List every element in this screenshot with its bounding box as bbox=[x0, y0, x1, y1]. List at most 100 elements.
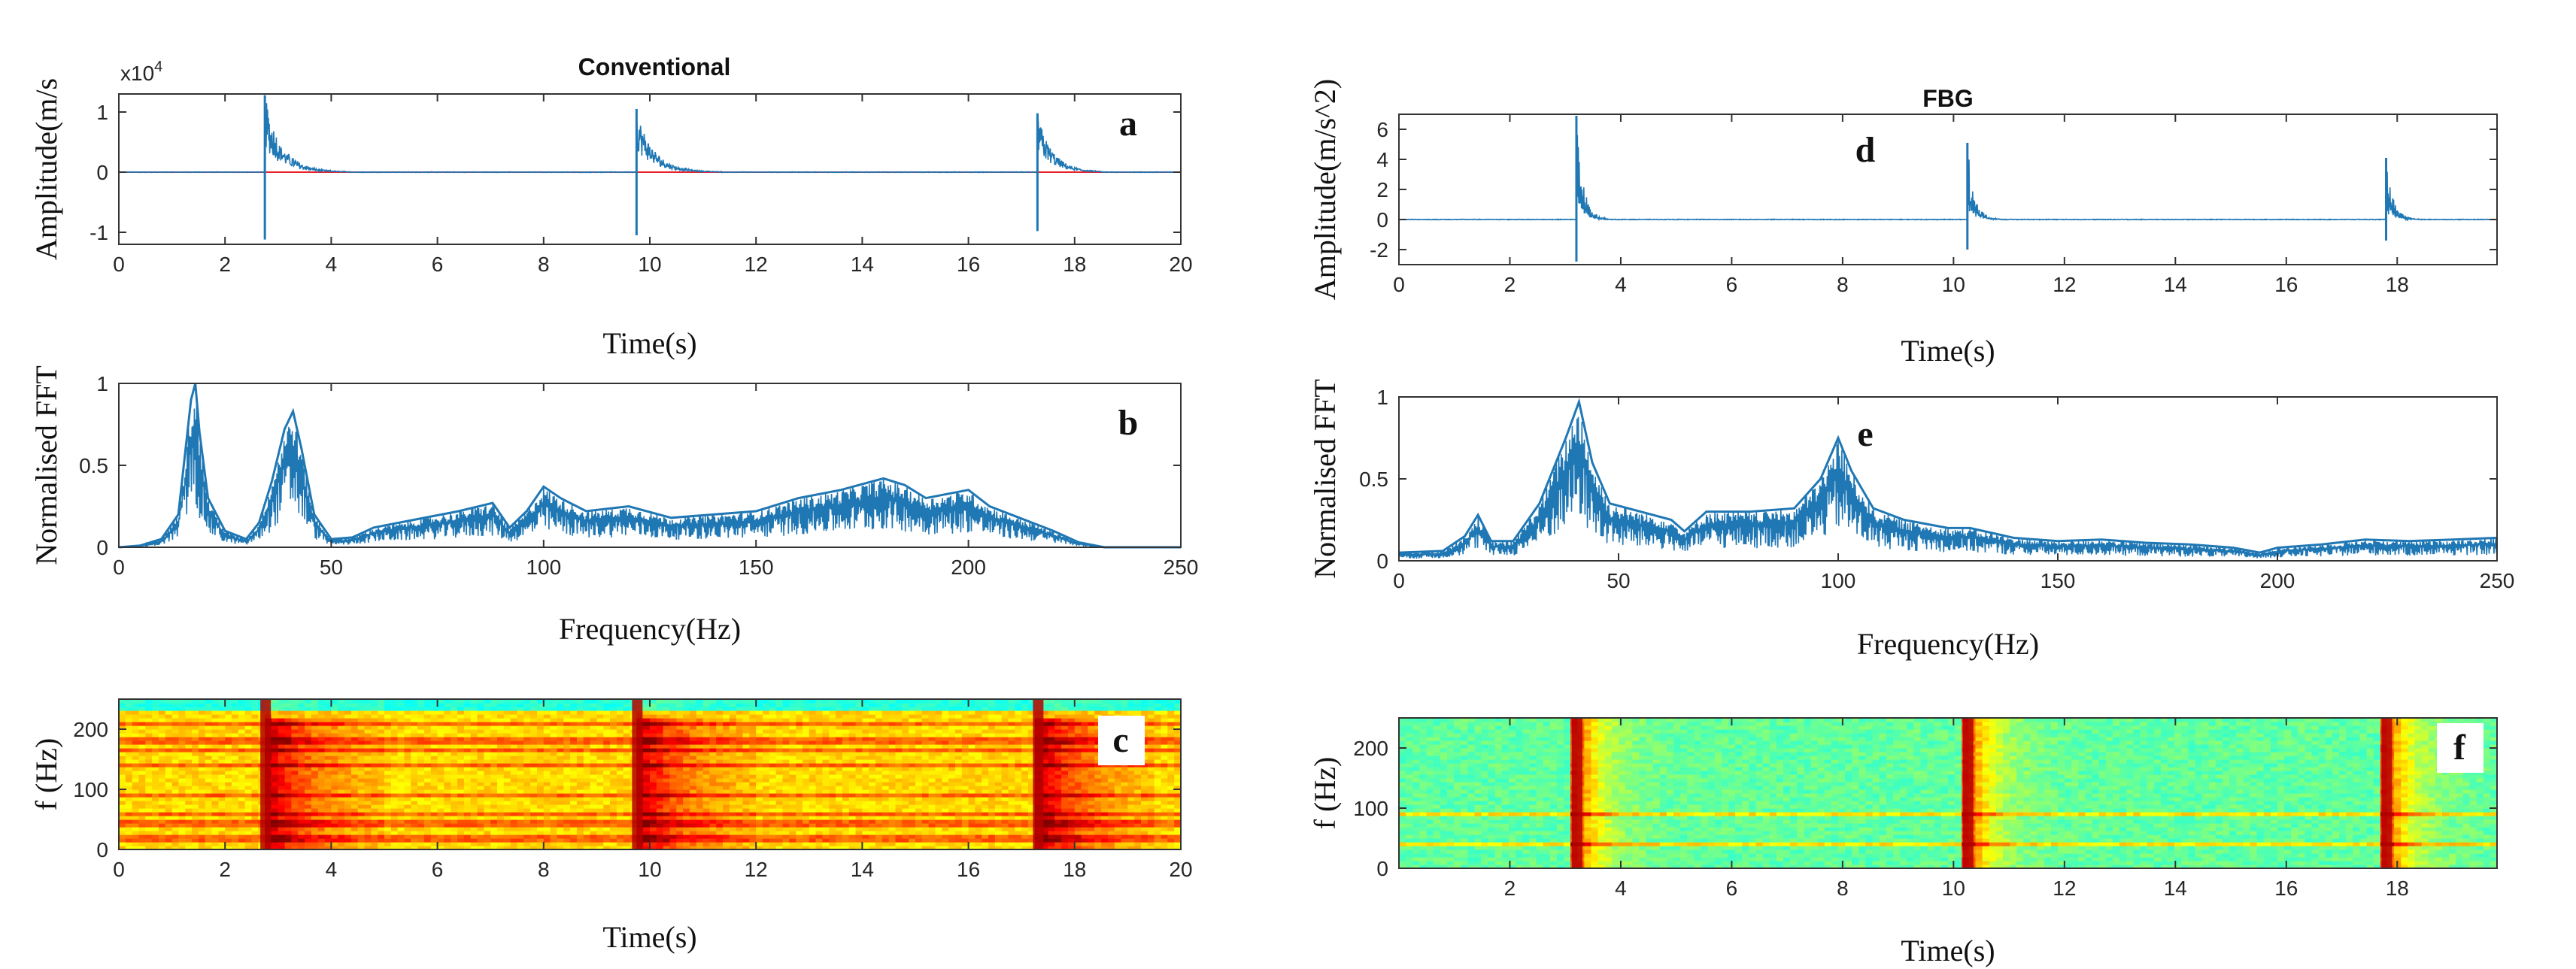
spectrogram-cell bbox=[696, 737, 704, 741]
spectrogram-cell bbox=[284, 725, 292, 730]
spectrogram-cell bbox=[796, 842, 803, 846]
spectrogram-cell bbox=[503, 740, 511, 745]
spectrogram-cell bbox=[616, 827, 624, 831]
spectrogram-cell bbox=[338, 778, 345, 783]
spectrogram-cell bbox=[451, 842, 458, 846]
spectrogram-cell bbox=[284, 737, 292, 741]
spectrogram-cell bbox=[378, 748, 385, 752]
spectrogram-cell bbox=[623, 774, 631, 779]
spectrogram-cell bbox=[417, 823, 425, 828]
spectrogram-cell bbox=[663, 831, 670, 835]
spectrogram-cell bbox=[244, 748, 253, 752]
spectrogram-cell bbox=[769, 782, 777, 786]
spectrogram-cell bbox=[749, 842, 757, 846]
spectrogram-cell bbox=[272, 774, 279, 779]
spectrogram-cell bbox=[570, 793, 578, 798]
spectrogram-cell bbox=[371, 838, 378, 843]
spectrogram-cell bbox=[218, 831, 226, 835]
spectrogram-cell bbox=[696, 789, 704, 794]
spectrogram-cell bbox=[875, 699, 883, 704]
spectrogram-cell bbox=[411, 774, 418, 779]
spectrogram-cell bbox=[378, 756, 385, 760]
spectrogram-cell bbox=[284, 733, 292, 737]
spectrogram-cell bbox=[152, 710, 159, 715]
spectrogram-cell bbox=[350, 827, 359, 831]
spectrogram-cell bbox=[643, 831, 651, 835]
spectrogram-cell bbox=[862, 752, 869, 756]
spectrogram-cell bbox=[749, 729, 757, 734]
spectrogram-cell bbox=[789, 748, 796, 752]
spectrogram-cell bbox=[829, 846, 836, 850]
spectrogram-cell bbox=[417, 722, 425, 726]
spectrogram-cell bbox=[165, 767, 173, 771]
spectrogram-cell bbox=[848, 771, 857, 775]
spectrogram-cell bbox=[650, 733, 657, 737]
spectrogram-cell bbox=[272, 725, 279, 730]
spectrogram-cell bbox=[451, 718, 458, 722]
spectrogram-cell bbox=[543, 838, 551, 843]
spectrogram-cell bbox=[284, 846, 292, 850]
spectrogram-cell bbox=[338, 740, 345, 745]
spectrogram-cell bbox=[165, 699, 173, 704]
spectrogram-cell bbox=[663, 812, 670, 816]
spectrogram-cell bbox=[689, 707, 697, 711]
spectrogram-cell bbox=[397, 778, 405, 783]
spectrogram-cell bbox=[417, 710, 425, 715]
spectrogram-cell bbox=[610, 804, 617, 809]
spectrogram-cell bbox=[278, 774, 286, 779]
spectrogram-cell bbox=[437, 774, 445, 779]
spectrogram-cell bbox=[298, 786, 305, 790]
spectrogram-cell bbox=[192, 786, 199, 790]
spectrogram-cell bbox=[742, 718, 750, 722]
spectrogram-cell bbox=[676, 812, 684, 816]
spectrogram-cell bbox=[484, 752, 491, 756]
spectrogram-cell bbox=[623, 808, 631, 813]
spectrogram-cell bbox=[909, 846, 916, 850]
spectrogram-cell bbox=[736, 827, 744, 831]
spectrogram-cell bbox=[244, 797, 253, 801]
spectrogram-cell bbox=[590, 778, 597, 783]
spectrogram-cell bbox=[463, 789, 472, 794]
spectrogram-cell bbox=[656, 767, 664, 771]
spectrogram-cell bbox=[457, 740, 465, 745]
spectrogram-cell bbox=[317, 729, 326, 734]
spectrogram-cell bbox=[371, 771, 378, 775]
spectrogram-cell bbox=[344, 707, 352, 711]
spectrogram-cell bbox=[378, 767, 385, 771]
spectrogram-cell bbox=[530, 729, 538, 734]
spectrogram-cell bbox=[119, 793, 126, 798]
spectrogram-cell bbox=[152, 771, 159, 775]
spectrogram-cell bbox=[158, 801, 166, 805]
spectrogram-cell bbox=[736, 699, 744, 704]
spectrogram-cell bbox=[855, 707, 863, 711]
spectrogram-cell bbox=[284, 831, 292, 835]
spectrogram-cell bbox=[119, 725, 126, 730]
spectrogram-cell bbox=[119, 808, 126, 813]
spectrogram-cell bbox=[311, 793, 319, 798]
spectrogram-cell bbox=[437, 819, 445, 824]
spectrogram-cell bbox=[211, 812, 219, 816]
spectrogram-cell bbox=[457, 718, 465, 722]
spectrogram-cell bbox=[451, 748, 458, 752]
spectrogram-cell bbox=[284, 804, 292, 809]
spectrogram-cell bbox=[331, 842, 338, 846]
spectrogram-cell bbox=[749, 710, 757, 715]
spectrogram-cell bbox=[716, 778, 724, 783]
spectrogram-cell bbox=[417, 767, 425, 771]
spectrogram-cell bbox=[384, 737, 392, 741]
spectrogram-cell bbox=[789, 744, 796, 749]
spectrogram-cell bbox=[616, 778, 624, 783]
spectrogram-cell bbox=[497, 778, 505, 783]
spectrogram-cell bbox=[192, 703, 199, 707]
spectrogram-cell bbox=[616, 846, 624, 850]
spectrogram-cell bbox=[384, 812, 392, 816]
spectrogram-cell bbox=[815, 789, 823, 794]
spectrogram-cell bbox=[132, 759, 140, 764]
spectrogram-cell bbox=[152, 752, 159, 756]
spectrogram-cell bbox=[225, 710, 232, 715]
spectrogram-cell bbox=[537, 722, 545, 726]
spectrogram-cell bbox=[576, 797, 584, 801]
spectrogram-cell bbox=[696, 804, 704, 809]
spectrogram-cell bbox=[669, 737, 677, 741]
